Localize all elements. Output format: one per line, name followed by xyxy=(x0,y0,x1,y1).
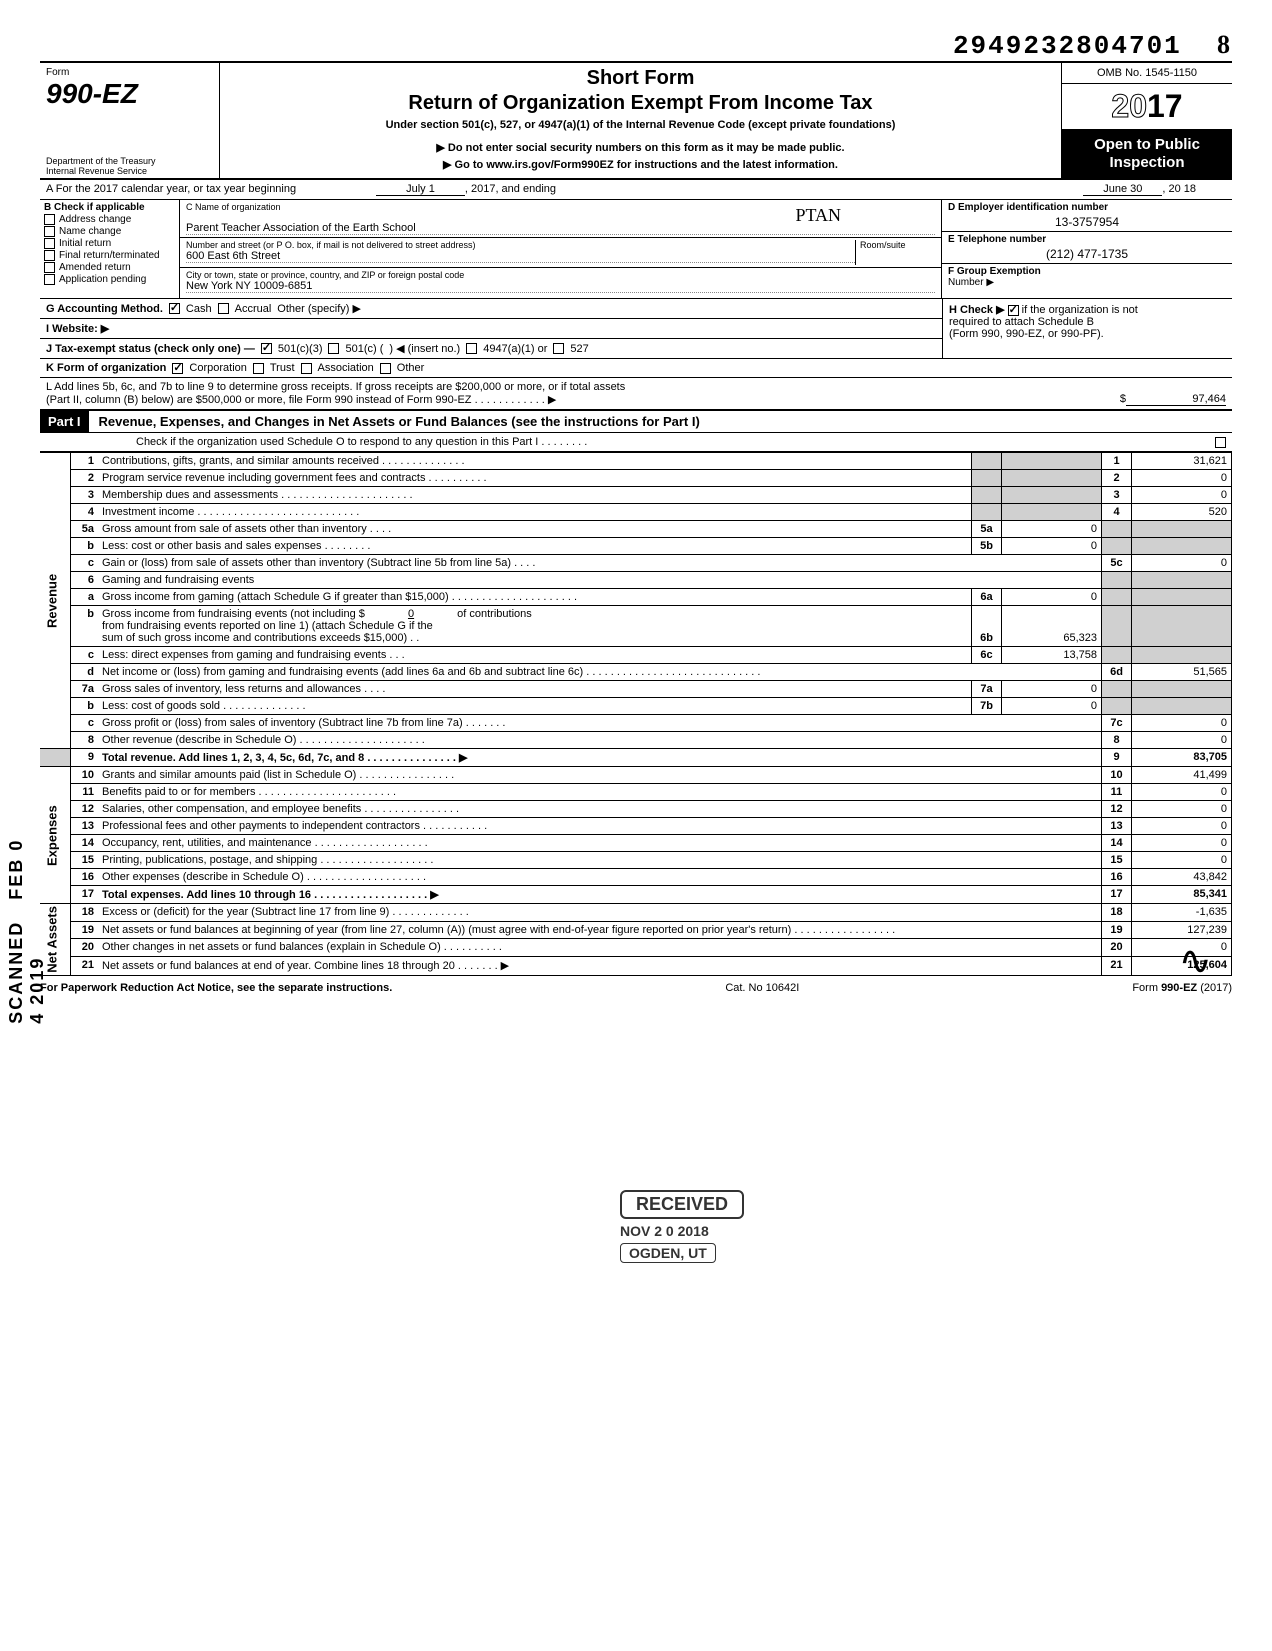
l-line1: L Add lines 5b, 6c, and 7b to line 9 to … xyxy=(46,381,1226,393)
dln: 2949232804701 xyxy=(953,31,1182,61)
footer-mid: Cat. No 10642I xyxy=(725,982,799,994)
i-website: I Website: ▶ xyxy=(46,322,109,335)
street-label: Number and street (or P O. box, if mail … xyxy=(186,240,855,250)
check-schedule-o[interactable] xyxy=(1215,437,1226,448)
f-sub: Number ▶ xyxy=(948,277,1226,288)
check-final-return[interactable] xyxy=(44,250,55,261)
check-501c3[interactable] xyxy=(261,343,272,354)
form-number: 990-EZ xyxy=(46,78,213,110)
signature-scrawl: ∿ xyxy=(1178,937,1212,984)
k-prefix: K Form of organization xyxy=(46,362,166,374)
part1-check-o: Check if the organization used Schedule … xyxy=(136,436,587,448)
e-label: E Telephone number xyxy=(948,234,1226,245)
return-title: Return of Organization Exempt From Incom… xyxy=(230,92,1051,115)
f-label: F Group Exemption xyxy=(948,266,1226,277)
check-4947[interactable] xyxy=(466,343,477,354)
check-initial-return[interactable] xyxy=(44,238,55,249)
check-cash[interactable] xyxy=(169,303,180,314)
d-label: D Employer identification number xyxy=(948,202,1226,213)
part1-title: Revenue, Expenses, and Changes in Net As… xyxy=(99,414,700,429)
dept-treasury: Department of the Treasury xyxy=(46,156,156,166)
l-value: 97,464 xyxy=(1126,393,1226,406)
side-revenue: Revenue xyxy=(40,453,70,749)
city-label: City or town, state or province, country… xyxy=(186,270,935,280)
goto-url: ▶ Go to www.irs.gov/Form990EZ for instru… xyxy=(230,158,1051,171)
h-label: H Check ▶ xyxy=(949,304,1005,316)
fy-end: June 30 xyxy=(1083,183,1162,196)
check-assoc[interactable] xyxy=(301,363,312,374)
g-label: G Accounting Method. xyxy=(46,303,163,315)
check-corp[interactable] xyxy=(172,363,183,374)
b-label: B Check if applicable xyxy=(44,202,175,213)
check-other-org[interactable] xyxy=(380,363,391,374)
row-a-prefix: A For the 2017 calendar year, or tax yea… xyxy=(46,183,296,196)
fy-end-year: , 20 18 xyxy=(1162,183,1196,195)
check-501c[interactable] xyxy=(328,343,339,354)
open-public-1: Open to Public xyxy=(1066,136,1228,154)
check-app-pending[interactable] xyxy=(44,274,55,285)
fy-begin: July 1 xyxy=(376,183,465,196)
omb-number: OMB No. 1545-1150 xyxy=(1062,63,1232,84)
do-not-enter: ▶ Do not enter social security numbers o… xyxy=(230,141,1051,154)
check-amended[interactable] xyxy=(44,262,55,273)
open-public-2: Inspection xyxy=(1066,154,1228,172)
j-prefix: J Tax-exempt status (check only one) — xyxy=(46,343,255,355)
check-address-change[interactable] xyxy=(44,214,55,225)
irs-label: Internal Revenue Service xyxy=(46,166,156,176)
row-a-mid: , 2017, and ending xyxy=(465,183,556,196)
part1-badge: Part I xyxy=(40,411,89,432)
handwritten-ptan: PTAN xyxy=(795,205,841,226)
phone: (212) 477-1735 xyxy=(948,247,1226,261)
tax-year: 20201717 xyxy=(1062,84,1232,130)
lines-table: Revenue 1Contributions, gifts, grants, a… xyxy=(40,452,1232,976)
check-accrual[interactable] xyxy=(218,303,229,314)
room-label: Room/suite xyxy=(860,240,935,250)
check-trust[interactable] xyxy=(253,363,264,374)
footer-left: For Paperwork Reduction Act Notice, see … xyxy=(40,982,392,994)
l-line2: (Part II, column (B) below) are $500,000… xyxy=(46,393,556,406)
ein: 13-3757954 xyxy=(948,215,1226,229)
under-section: Under section 501(c), 527, or 4947(a)(1)… xyxy=(230,119,1051,131)
check-name-change[interactable] xyxy=(44,226,55,237)
scanned-stamp: SCANNED FEB 0 4 2019 xyxy=(6,820,48,1024)
short-form-title: Short Form xyxy=(230,67,1051,90)
dln-suffix: 8 xyxy=(1217,30,1232,59)
street: 600 East 6th Street xyxy=(186,250,855,263)
received-stamp: RECEIVED NOV 2 0 2018 OGDEN, UT xyxy=(620,1190,744,1263)
city: New York NY 10009-6851 xyxy=(186,280,935,293)
check-527[interactable] xyxy=(553,343,564,354)
check-h[interactable] xyxy=(1008,305,1019,316)
